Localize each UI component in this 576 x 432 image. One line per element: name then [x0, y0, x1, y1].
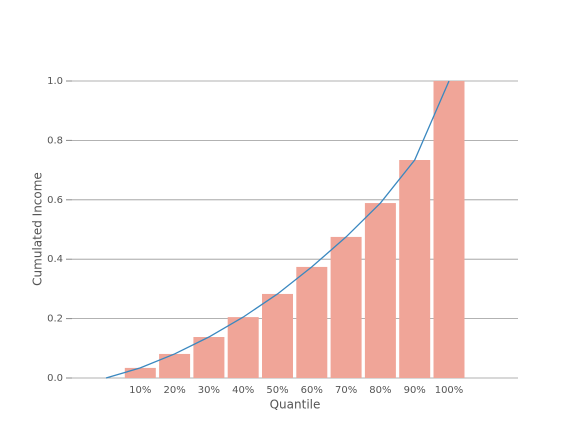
x-tick-label: 20% — [163, 385, 185, 396]
y-tick-label: 0.4 — [47, 254, 63, 265]
bar — [433, 81, 465, 378]
y-tick-label: 0.8 — [47, 135, 63, 146]
x-tick-label: 40% — [232, 385, 254, 396]
y-tick-label: 1.0 — [47, 76, 63, 87]
bar — [364, 203, 396, 378]
y-tick-label: 0.0 — [47, 373, 63, 384]
x-axis-label: Quantile — [270, 398, 321, 412]
y-tick-label: 0.6 — [47, 195, 63, 206]
x-tick-label: 10% — [129, 385, 151, 396]
bar — [399, 160, 431, 378]
x-tick-label: 60% — [301, 385, 323, 396]
bar — [124, 367, 156, 378]
bar — [296, 266, 328, 378]
x-tick-label: 50% — [266, 385, 288, 396]
x-tick-label: 30% — [198, 385, 220, 396]
line — [105, 80, 450, 379]
bar — [159, 353, 191, 378]
x-tick-label: 100% — [435, 385, 464, 396]
bar — [330, 236, 362, 378]
bar — [193, 337, 225, 378]
x-tick-label: 80% — [369, 385, 391, 396]
x-tick-label: 70% — [335, 385, 357, 396]
bar — [227, 317, 259, 378]
bar — [262, 293, 293, 378]
y-axis-label: Cumulated Income — [31, 172, 45, 286]
x-tick-label: 90% — [404, 385, 426, 396]
y-tick-label: 0.2 — [47, 314, 63, 325]
